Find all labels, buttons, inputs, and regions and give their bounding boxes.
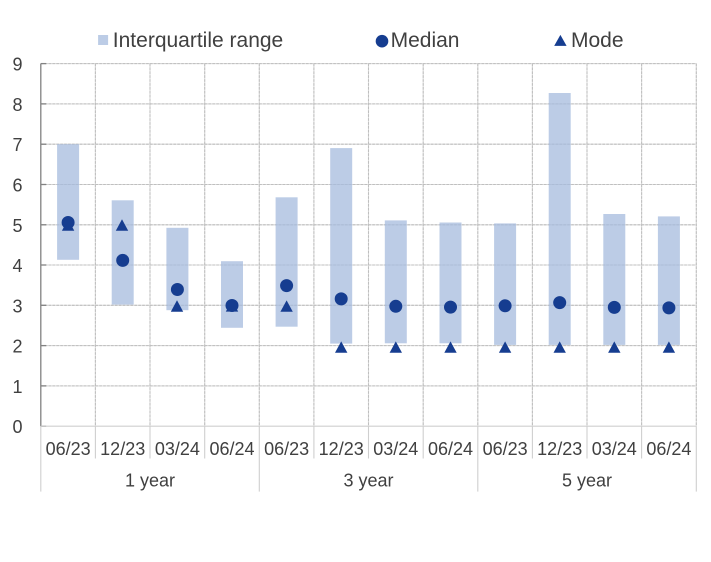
svg-text:3 year: 3 year: [343, 471, 393, 491]
svg-text:12/23: 12/23: [100, 439, 145, 459]
svg-text:06/23: 06/23: [483, 439, 528, 459]
svg-text:Mode: Mode: [571, 29, 624, 52]
svg-text:03/24: 03/24: [592, 439, 637, 459]
svg-text:06/24: 06/24: [209, 439, 254, 459]
svg-text:12/23: 12/23: [319, 439, 364, 459]
svg-text:06/23: 06/23: [264, 439, 309, 459]
svg-text:0: 0: [12, 417, 22, 437]
svg-text:06/23: 06/23: [46, 439, 91, 459]
svg-text:03/24: 03/24: [155, 439, 200, 459]
svg-text:12/23: 12/23: [537, 439, 582, 459]
svg-text:4: 4: [12, 256, 22, 276]
svg-text:3: 3: [12, 296, 22, 316]
svg-text:7: 7: [12, 135, 22, 155]
svg-text:Interquartile range: Interquartile range: [113, 29, 283, 52]
svg-text:1: 1: [12, 377, 22, 397]
svg-text:03/24: 03/24: [373, 439, 418, 459]
svg-text:6: 6: [12, 176, 22, 196]
svg-text:Median: Median: [391, 29, 460, 52]
svg-text:5: 5: [12, 216, 22, 236]
svg-text:5 year: 5 year: [562, 471, 612, 491]
svg-text:1 year: 1 year: [125, 471, 175, 491]
svg-text:06/24: 06/24: [428, 439, 473, 459]
svg-text:06/24: 06/24: [646, 439, 691, 459]
svg-text:8: 8: [12, 95, 22, 115]
svg-text:2: 2: [12, 337, 22, 357]
svg-text:9: 9: [12, 55, 22, 75]
